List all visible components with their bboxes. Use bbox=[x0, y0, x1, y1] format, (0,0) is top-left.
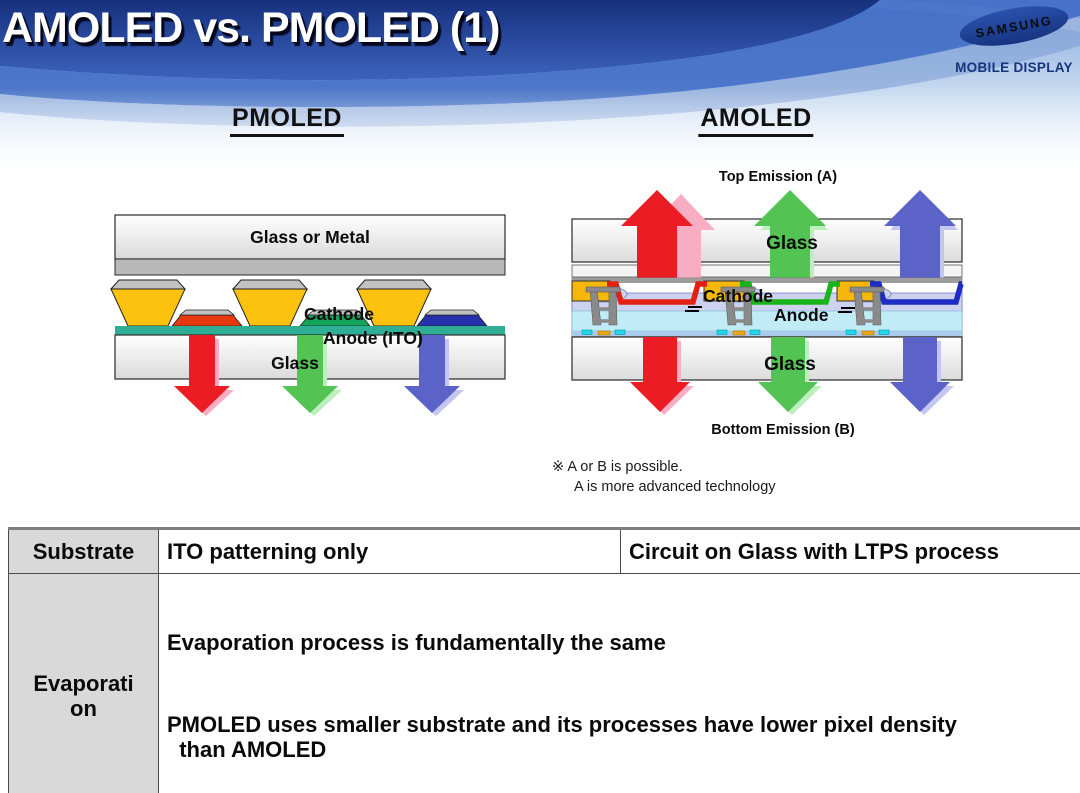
amoled-bottom-glass-layer bbox=[571, 336, 963, 381]
pmoled-heading: PMOLED bbox=[230, 104, 344, 137]
amoled-heading: AMOLED bbox=[698, 104, 814, 137]
table-row-evaporation: Evaporati on Evaporation process is fund… bbox=[8, 573, 1080, 793]
amoled-top-glass-label: Glass bbox=[766, 233, 818, 254]
row-header-substrate: Substrate bbox=[8, 528, 159, 574]
evaporation-merged-cell: Evaporation process is fundamentally the… bbox=[158, 573, 1080, 793]
footnote-line1: ※ A or B is possible. bbox=[552, 459, 683, 475]
amoled-blue-down-arrow bbox=[890, 337, 950, 412]
pmoled-metal-strip bbox=[114, 258, 506, 276]
pmoled-blue-down-arrow bbox=[404, 335, 460, 413]
amoled-bottom-glass-label: Glass bbox=[764, 354, 816, 375]
tft-transistors bbox=[581, 286, 890, 336]
amoled-cathode-label: Cathode bbox=[703, 286, 773, 306]
banner-wave-graphic bbox=[0, 0, 1080, 172]
footnote: ※ A or B is possible. A is more advanced… bbox=[552, 457, 776, 497]
green-pixel-well bbox=[740, 281, 840, 305]
substrate-pmoled-cell: ITO patterning only bbox=[158, 528, 621, 574]
pmoled-anode-label: Anode (ITO) bbox=[323, 328, 423, 348]
amoled-bottom-emission-arrows bbox=[630, 337, 954, 415]
row-header-evaporation: Evaporati on bbox=[8, 573, 159, 793]
evaporation-line1: Evaporation process is fundamentally the… bbox=[167, 630, 666, 656]
evaporation-line2: PMOLED uses smaller substrate and its pr… bbox=[167, 711, 957, 763]
substrate-amoled-cell: Circuit on Glass with LTPS process bbox=[620, 528, 1080, 574]
amoled-top-emission-label: Top Emission (A) bbox=[719, 169, 837, 185]
table-row-substrate: Substrate ITO patterning only Circuit on… bbox=[8, 528, 1080, 574]
pmoled-cathode-label: Cathode bbox=[304, 304, 374, 324]
amoled-red-up-arrow bbox=[621, 190, 693, 278]
pmoled-glass-label: Glass bbox=[271, 353, 319, 373]
amoled-green-down-arrow bbox=[758, 337, 818, 412]
amoled-blue-up-arrow bbox=[884, 190, 956, 278]
slide-title: AMOLED vs. PMOLED (1) bbox=[2, 4, 500, 52]
amoled-red-down-arrow bbox=[630, 337, 690, 412]
label-pointer-marks bbox=[685, 306, 855, 313]
pmoled-emission-arrows bbox=[174, 335, 464, 416]
amoled-anode-label: Anode bbox=[774, 305, 829, 325]
amoled-green-up-arrow bbox=[754, 190, 826, 278]
pmoled-structure-diagram: Glass or Metal Cathode Anode (ITO) Glass bbox=[109, 214, 506, 416]
amoled-structure-diagram: Top Emission (A) Glass Cathode Anode Gla… bbox=[571, 169, 964, 438]
amoled-top-emission-arrows bbox=[621, 190, 958, 282]
pmoled-top-layer-label: Glass or Metal bbox=[250, 227, 370, 247]
red-pixel-well bbox=[607, 281, 707, 305]
logo-division-text: MOBILE DISPLAY bbox=[955, 60, 1073, 75]
pmoled-red-down-arrow bbox=[174, 335, 230, 413]
amoled-bottom-emission-label: Bottom Emission (B) bbox=[711, 422, 855, 438]
footnote-line2: A is more advanced technology bbox=[574, 479, 776, 495]
samsung-logo: SAMSUNG MOBILE DISPLAY bbox=[954, 5, 1074, 75]
pmoled-cathode-separators bbox=[109, 279, 433, 327]
pmoled-green-down-arrow bbox=[282, 335, 338, 413]
amoled-tft-stack bbox=[571, 277, 964, 337]
samsung-ellipse-logo-icon: SAMSUNG bbox=[959, 6, 1069, 46]
comparison-table: Substrate ITO patterning only Circuit on… bbox=[8, 527, 1080, 793]
blue-pixel-well bbox=[870, 281, 964, 305]
pmoled-anode-ito-layer bbox=[115, 326, 505, 335]
